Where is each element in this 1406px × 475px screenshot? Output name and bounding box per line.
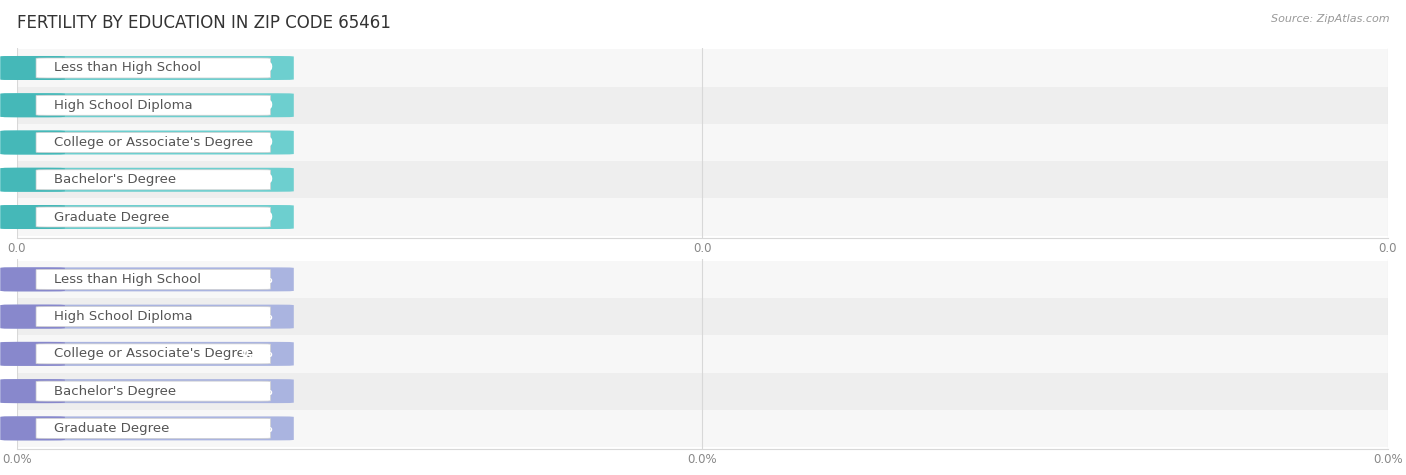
Bar <box>17 335 1388 372</box>
FancyBboxPatch shape <box>37 133 270 152</box>
Bar <box>17 199 1388 236</box>
Text: 0.0%: 0.0% <box>240 273 273 286</box>
Text: 0.0: 0.0 <box>252 99 273 112</box>
FancyBboxPatch shape <box>37 418 270 438</box>
FancyBboxPatch shape <box>0 131 65 154</box>
FancyBboxPatch shape <box>37 170 270 190</box>
FancyBboxPatch shape <box>0 267 294 291</box>
Text: Graduate Degree: Graduate Degree <box>53 210 169 224</box>
FancyBboxPatch shape <box>0 205 65 229</box>
FancyBboxPatch shape <box>0 379 294 403</box>
Text: Graduate Degree: Graduate Degree <box>53 422 169 435</box>
Bar <box>17 161 1388 199</box>
Text: 0.0%: 0.0% <box>240 422 273 435</box>
FancyBboxPatch shape <box>0 417 65 440</box>
FancyBboxPatch shape <box>0 168 294 192</box>
Text: 0.0%: 0.0% <box>240 310 273 323</box>
FancyBboxPatch shape <box>0 56 65 80</box>
Bar <box>17 124 1388 161</box>
Text: 0.0%: 0.0% <box>240 347 273 361</box>
FancyBboxPatch shape <box>37 95 270 115</box>
Text: Bachelor's Degree: Bachelor's Degree <box>53 173 176 186</box>
FancyBboxPatch shape <box>37 307 270 327</box>
FancyBboxPatch shape <box>37 344 270 364</box>
Text: Source: ZipAtlas.com: Source: ZipAtlas.com <box>1271 14 1389 24</box>
FancyBboxPatch shape <box>0 93 294 117</box>
FancyBboxPatch shape <box>0 417 294 440</box>
Text: 0.0: 0.0 <box>252 136 273 149</box>
Text: Less than High School: Less than High School <box>53 61 201 75</box>
FancyBboxPatch shape <box>37 207 270 227</box>
Text: Bachelor's Degree: Bachelor's Degree <box>53 385 176 398</box>
Text: 0.0%: 0.0% <box>240 385 273 398</box>
Bar <box>17 372 1388 410</box>
FancyBboxPatch shape <box>0 379 65 403</box>
Text: College or Associate's Degree: College or Associate's Degree <box>53 136 253 149</box>
Bar <box>17 49 1388 86</box>
Bar <box>17 410 1388 447</box>
Text: FERTILITY BY EDUCATION IN ZIP CODE 65461: FERTILITY BY EDUCATION IN ZIP CODE 65461 <box>17 14 391 32</box>
Text: 0.0: 0.0 <box>252 210 273 224</box>
FancyBboxPatch shape <box>0 205 294 229</box>
Bar <box>17 298 1388 335</box>
Text: Less than High School: Less than High School <box>53 273 201 286</box>
Text: High School Diploma: High School Diploma <box>53 99 193 112</box>
FancyBboxPatch shape <box>0 93 65 117</box>
Bar <box>17 261 1388 298</box>
FancyBboxPatch shape <box>0 131 294 154</box>
FancyBboxPatch shape <box>0 168 65 192</box>
Text: College or Associate's Degree: College or Associate's Degree <box>53 347 253 361</box>
FancyBboxPatch shape <box>0 56 294 80</box>
FancyBboxPatch shape <box>37 58 270 78</box>
FancyBboxPatch shape <box>0 304 65 329</box>
Bar <box>17 86 1388 124</box>
FancyBboxPatch shape <box>0 267 65 291</box>
Text: 0.0: 0.0 <box>252 61 273 75</box>
FancyBboxPatch shape <box>0 342 65 366</box>
FancyBboxPatch shape <box>37 269 270 289</box>
FancyBboxPatch shape <box>0 304 294 329</box>
Text: 0.0: 0.0 <box>252 173 273 186</box>
FancyBboxPatch shape <box>0 342 294 366</box>
FancyBboxPatch shape <box>37 381 270 401</box>
Text: High School Diploma: High School Diploma <box>53 310 193 323</box>
